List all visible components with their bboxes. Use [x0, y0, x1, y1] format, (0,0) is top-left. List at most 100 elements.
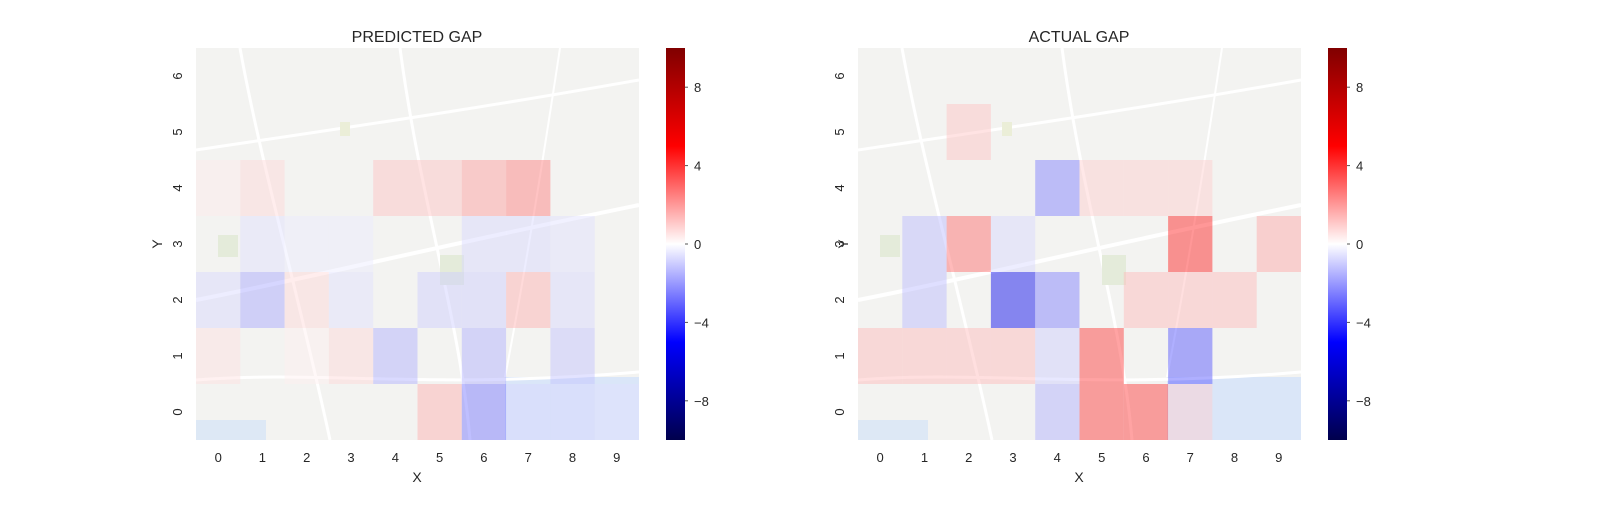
heatmap-cell [991, 160, 1035, 216]
heatmap-cell [461, 272, 507, 328]
y-tick-label: 1 [170, 352, 185, 359]
heatmap-cell [991, 384, 1035, 440]
heatmap-cell [418, 48, 462, 104]
heatmap-cell [1212, 104, 1256, 160]
heatmap-cell [858, 328, 903, 384]
heatmap-cell [462, 104, 506, 160]
x-tick-label: 7 [525, 450, 532, 465]
x-tick-label: 6 [480, 450, 487, 465]
heatmap-cell [1257, 104, 1301, 160]
heatmap-cell [373, 48, 417, 104]
heatmap-cell [196, 48, 240, 104]
y-tick-labels: 0 1 2 3 4 5 6 [832, 72, 847, 415]
heatmap-cell [240, 272, 285, 328]
heatmap-cell [1035, 328, 1080, 384]
x-tick-label: 8 [569, 450, 576, 465]
y-tick-label: 5 [832, 128, 847, 135]
heatmap-cell [1257, 160, 1301, 216]
heatmap-cell [1168, 160, 1213, 216]
heatmap-cell [196, 272, 241, 328]
heatmap-cell [285, 48, 329, 104]
heatmap-cell [1168, 104, 1212, 160]
heatmap-cell [595, 160, 639, 216]
x-tick-label: 4 [1054, 450, 1061, 465]
heatmap-cell [902, 104, 946, 160]
heatmap-cell [550, 104, 594, 160]
heatmap-cell [284, 328, 329, 384]
heatmap-cell [947, 272, 991, 328]
heatmap-cell [858, 160, 902, 216]
heatmap-cell [1168, 384, 1213, 440]
heatmap-cell [946, 216, 991, 272]
heatmap-cell [329, 160, 373, 216]
heatmap-cell [858, 272, 902, 328]
heatmap-cell [284, 272, 329, 328]
x-tick-label: 6 [1142, 450, 1149, 465]
heatmap-cells [858, 48, 1301, 440]
x-tick-labels: 0 1 2 3 4 5 6 7 8 9 [876, 450, 1282, 465]
heatmap-cell [1168, 328, 1213, 384]
y-tick-label: 0 [170, 408, 185, 415]
heatmap-cell [418, 328, 462, 384]
heatmap-cell [1257, 384, 1301, 440]
heatmap-cell [373, 216, 417, 272]
heatmap-cell [1035, 216, 1079, 272]
heatmap-cell [328, 328, 374, 384]
heatmap-cell [595, 48, 639, 104]
heatmap-cell [1168, 48, 1212, 104]
x-tick-label: 9 [613, 450, 620, 465]
heatmap-cell [1212, 328, 1256, 384]
heatmap-cell [990, 216, 1036, 272]
panel-actual: ACTUAL GAP 0 1 2 3 4 5 6 7 8 9 0 1 2 3 4 5 6 X Y 8 4 0 −4 −… [832, 29, 1371, 485]
heatmap-cell [506, 216, 551, 272]
heatmap-cell [373, 272, 417, 328]
heatmap-cell [1080, 216, 1124, 272]
heatmap-cell [196, 160, 241, 216]
heatmap-cell [506, 160, 551, 216]
colorbar-tick-label: −4 [694, 315, 709, 330]
heatmap-cells [196, 48, 639, 440]
heatmap-cell [240, 328, 284, 384]
heatmap-cell [1035, 104, 1079, 160]
colorbar [1328, 48, 1347, 440]
heatmap-cell [417, 160, 462, 216]
heatmap-cell [550, 160, 594, 216]
heatmap-cell [284, 216, 329, 272]
colorbar-tick-label: 4 [1356, 159, 1363, 174]
heatmap-cell [1212, 272, 1257, 328]
heatmap-cell [550, 384, 595, 440]
heatmap-cell [196, 216, 240, 272]
heatmap-cell [1212, 384, 1256, 440]
heatmap-cell [1168, 216, 1213, 272]
y-tick-label: 2 [170, 296, 185, 303]
heatmap-cell [1123, 272, 1169, 328]
x-tick-label: 2 [303, 450, 310, 465]
colorbar-tick-label: −8 [694, 394, 709, 409]
colorbar-tick-label: 4 [694, 159, 701, 174]
heatmap-cell [947, 48, 991, 104]
colorbar-tick-label: −4 [1356, 315, 1371, 330]
heatmap-cell [1212, 160, 1256, 216]
heatmap-cell [329, 104, 373, 160]
heatmap-cell [990, 328, 1036, 384]
heatmap-cell [461, 328, 507, 384]
heatmap-cell [550, 48, 594, 104]
heatmap-cell [1079, 328, 1124, 384]
heatmap-cell [418, 104, 462, 160]
heatmap-cell [1212, 216, 1256, 272]
heatmap-cell [1035, 160, 1080, 216]
heatmap-cell [594, 384, 639, 440]
heatmap-cell [506, 104, 550, 160]
heatmap-cell [1079, 384, 1124, 440]
heatmap-cell [902, 328, 947, 384]
heatmap-cell [196, 384, 240, 440]
y-tick-label: 4 [832, 184, 847, 191]
heatmap-cell [196, 328, 241, 384]
map-background [195, 47, 640, 441]
colorbar-tick-label: 0 [1356, 237, 1363, 252]
heatmap-cell [947, 384, 991, 440]
chart-title: PREDICTED GAP [352, 29, 483, 46]
heatmap-cell [991, 104, 1035, 160]
x-tick-label: 1 [259, 450, 266, 465]
